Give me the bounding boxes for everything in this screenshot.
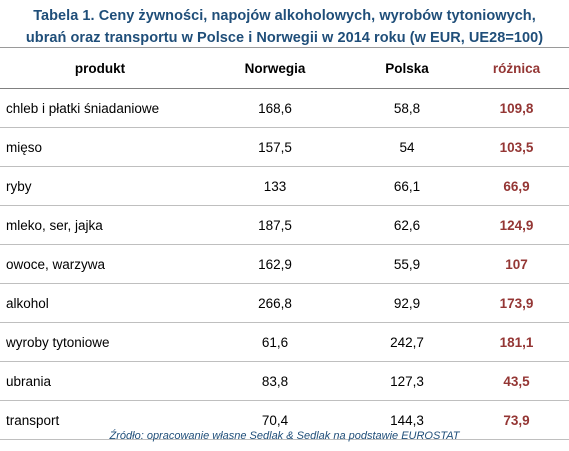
table-header-row: produkt Norwegia Polska różnica (0, 47, 569, 89)
cell-poland: 55,9 (350, 244, 464, 284)
header-norway: Norwegia (200, 47, 350, 89)
cell-poland: 144,3 (350, 400, 464, 440)
cell-product: alkohol (0, 283, 200, 323)
cell-poland: 58,8 (350, 88, 464, 128)
cell-poland: 92,9 (350, 283, 464, 323)
cell-norway: 83,8 (200, 361, 350, 401)
table-row: ryby 133 66,1 66,9 (0, 166, 569, 206)
cell-product: transport (0, 400, 200, 440)
cell-poland: 127,3 (350, 361, 464, 401)
table-row: chleb i płatki śniadaniowe 168,6 58,8 10… (0, 88, 569, 128)
cell-product: chleb i płatki śniadaniowe (0, 88, 200, 128)
header-poland: Polska (350, 47, 464, 89)
source-note: Źródło: opracowanie własne Sedlak & Sedl… (109, 430, 460, 442)
cell-difference: 181,1 (464, 322, 569, 362)
cell-difference: 43,5 (464, 361, 569, 401)
price-comparison-table: produkt Norwegia Polska różnica chleb i … (0, 47, 569, 440)
cell-difference: 109,8 (464, 88, 569, 128)
cell-poland: 242,7 (350, 322, 464, 362)
cell-product: ryby (0, 166, 200, 206)
table-row: alkohol 266,8 92,9 173,9 (0, 283, 569, 323)
table-title: Tabela 1. Ceny żywności, napojów alkohol… (0, 5, 569, 49)
cell-norway: 70,4 (200, 400, 350, 440)
cell-norway: 157,5 (200, 127, 350, 167)
cell-difference: 66,9 (464, 166, 569, 206)
cell-difference: 107 (464, 244, 569, 284)
cell-norway: 61,6 (200, 322, 350, 362)
table-row: mleko, ser, jajka 187,5 62,6 124,9 (0, 205, 569, 245)
cell-product: wyroby tytoniowe (0, 322, 200, 362)
header-product: produkt (0, 47, 200, 89)
cell-norway: 168,6 (200, 88, 350, 128)
cell-poland: 66,1 (350, 166, 464, 206)
cell-norway: 187,5 (200, 205, 350, 245)
cell-difference: 73,9 (464, 400, 569, 440)
cell-poland: 54 (350, 127, 464, 167)
table-row: mięso 157,5 54 103,5 (0, 127, 569, 167)
cell-difference: 103,5 (464, 127, 569, 167)
cell-product: ubrania (0, 361, 200, 401)
title-line-1: Tabela 1. Ceny żywności, napojów alkohol… (33, 8, 536, 24)
cell-difference: 124,9 (464, 205, 569, 245)
cell-poland: 62,6 (350, 205, 464, 245)
table-row: transport 70,4 144,3 73,9 (0, 400, 569, 440)
cell-norway: 133 (200, 166, 350, 206)
header-difference: różnica (464, 47, 569, 89)
cell-norway: 162,9 (200, 244, 350, 284)
title-line-2: ubrań oraz transportu w Polsce i Norwegi… (25, 30, 544, 46)
cell-product: mleko, ser, jajka (0, 205, 200, 245)
table-row: wyroby tytoniowe 61,6 242,7 181,1 (0, 322, 569, 362)
cell-product: mięso (0, 127, 200, 167)
cell-product: owoce, warzywa (0, 244, 200, 284)
table-row: ubrania 83,8 127,3 43,5 (0, 361, 569, 401)
table-row: owoce, warzywa 162,9 55,9 107 (0, 244, 569, 284)
cell-difference: 173,9 (464, 283, 569, 323)
cell-norway: 266,8 (200, 283, 350, 323)
